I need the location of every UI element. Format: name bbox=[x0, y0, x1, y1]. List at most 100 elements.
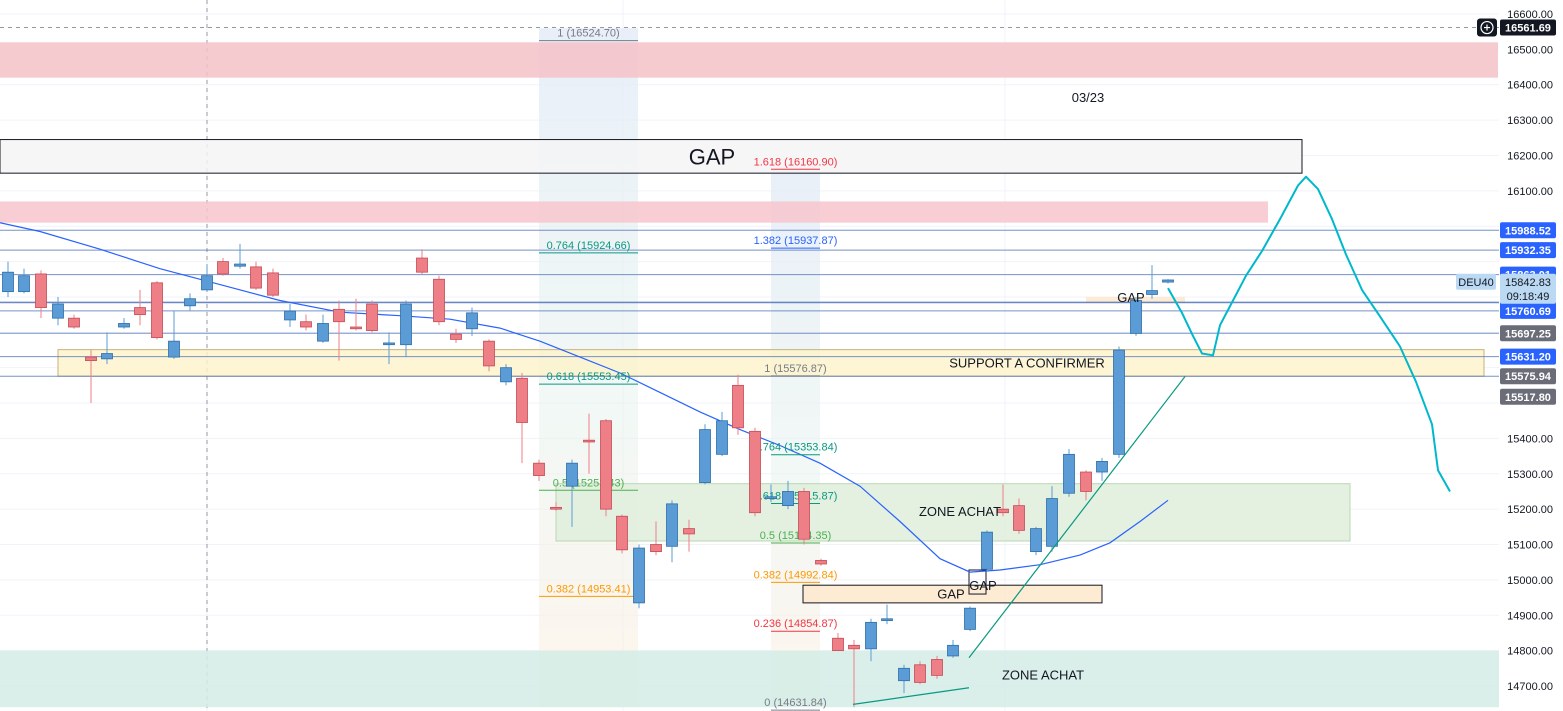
candle-body bbox=[997, 508, 1009, 514]
candle-body bbox=[914, 664, 926, 683]
candle-body bbox=[151, 282, 163, 339]
candle-body bbox=[184, 298, 196, 307]
fib-band bbox=[771, 166, 820, 708]
candle-body bbox=[333, 308, 345, 323]
candle-body bbox=[2, 271, 14, 293]
candle-body bbox=[35, 273, 47, 308]
candle-body bbox=[832, 637, 844, 652]
fib-level-label: 0 (14631.84) bbox=[764, 697, 826, 709]
axis-tick-label: 16300.00 bbox=[1507, 115, 1553, 127]
candle-body bbox=[782, 491, 794, 507]
last-price-value: 15842.83 bbox=[1505, 277, 1551, 289]
candle-body bbox=[1096, 461, 1108, 473]
candle-body bbox=[550, 506, 562, 510]
candle-body bbox=[749, 430, 761, 514]
fib-level-label: 0.382 (14992.84) bbox=[754, 569, 838, 581]
zone-rect bbox=[968, 569, 987, 595]
candle-body bbox=[350, 326, 362, 330]
axis-tick-label: 14700.00 bbox=[1507, 681, 1553, 693]
candle-body bbox=[234, 263, 246, 267]
candle-body bbox=[1146, 290, 1158, 295]
price-tag-bg bbox=[1500, 19, 1556, 36]
candle-body bbox=[466, 312, 478, 330]
zone-rect bbox=[0, 42, 1498, 78]
axis-tick-label: 14900.00 bbox=[1507, 610, 1553, 622]
candle-body bbox=[366, 303, 378, 331]
candle-body bbox=[516, 377, 528, 423]
candle-body bbox=[683, 528, 695, 535]
price-tag: 15697.25 bbox=[1505, 328, 1551, 340]
fib-level-label: 1.382 (15937.87) bbox=[754, 235, 838, 247]
candle-body bbox=[898, 667, 910, 682]
candle-body bbox=[118, 323, 130, 328]
candle-body bbox=[483, 340, 495, 367]
candle-body bbox=[765, 496, 777, 499]
zone-rect bbox=[57, 349, 1485, 377]
candle-body bbox=[317, 323, 329, 342]
candle-body bbox=[981, 531, 993, 570]
candle-body bbox=[947, 644, 959, 657]
candle-body bbox=[1130, 300, 1142, 334]
candle-body bbox=[699, 429, 711, 484]
candle-body bbox=[650, 544, 662, 552]
price-tag-bg bbox=[1500, 302, 1556, 319]
fib-level-label: 0.5 (15104.35) bbox=[760, 530, 832, 542]
candle-body bbox=[881, 618, 893, 621]
price-tag-bg bbox=[1500, 368, 1556, 385]
candle-body bbox=[666, 503, 678, 547]
fib-levels: 1 (16524.70) 0.764 (15924.66) 0.618 (15553… bbox=[539, 28, 838, 711]
symbol-tag-bg bbox=[1456, 273, 1496, 290]
price-tag-bg bbox=[1500, 325, 1556, 342]
zone-label: GAP bbox=[937, 587, 964, 602]
price-tag: 15517.80 bbox=[1505, 392, 1551, 404]
candle-body bbox=[383, 342, 395, 346]
zone-rect bbox=[0, 139, 1303, 174]
candle-body bbox=[865, 621, 877, 650]
price-tag: 15932.35 bbox=[1505, 245, 1551, 257]
candle-body bbox=[68, 317, 80, 328]
candle-body bbox=[931, 659, 943, 676]
candle-body bbox=[1046, 498, 1058, 547]
zone-rect bbox=[802, 584, 1103, 604]
zone-rect bbox=[555, 483, 1351, 542]
price-tag: 15575.94 bbox=[1505, 371, 1552, 383]
candle-body bbox=[633, 547, 645, 604]
price-tag: 15760.69 bbox=[1505, 306, 1551, 318]
candle-body bbox=[217, 261, 229, 275]
axis-tick-label: 16600.00 bbox=[1507, 9, 1553, 21]
candle-body bbox=[583, 439, 595, 443]
fib-level-label: 0.764 (15353.84) bbox=[754, 442, 838, 454]
date-label: 03/23 bbox=[1072, 90, 1105, 105]
axis-tick-label: 15000.00 bbox=[1507, 575, 1553, 587]
axis-tick-label: 16100.00 bbox=[1507, 186, 1553, 198]
price-tag: 15631.20 bbox=[1505, 352, 1551, 364]
zone-rect bbox=[0, 201, 1268, 223]
candle-body bbox=[1080, 471, 1092, 492]
trend-line bbox=[968, 376, 1186, 659]
fib-level-label: 0.618 (15553.45) bbox=[547, 371, 631, 383]
candle-body bbox=[250, 266, 262, 289]
candle-body bbox=[284, 310, 296, 321]
candle-body bbox=[533, 462, 545, 476]
zone-label: GAP bbox=[1117, 290, 1144, 305]
fib-level-label: 0.764 (15924.66) bbox=[547, 240, 631, 252]
candle-body bbox=[815, 560, 827, 565]
zone-label: ZONE ACHAT bbox=[919, 504, 1001, 519]
axis-tick-label: 16200.00 bbox=[1507, 150, 1553, 162]
candle-body bbox=[400, 303, 412, 346]
price-tag-bg bbox=[1500, 388, 1556, 405]
price-tag: 16561.69 bbox=[1505, 23, 1551, 35]
candle-body bbox=[616, 515, 628, 551]
candle-body bbox=[1162, 279, 1174, 283]
ui-overlay: 03/23 bbox=[1072, 90, 1105, 105]
fib-level-label: 0.618 (15215.87) bbox=[754, 491, 838, 503]
fib-level-label: 0.5 (15253.43) bbox=[553, 477, 625, 489]
candle-body bbox=[1013, 505, 1025, 531]
candle-body bbox=[716, 420, 728, 455]
axis-tick-label: 16500.00 bbox=[1507, 44, 1553, 56]
candle-body bbox=[964, 607, 976, 630]
price-axis: 16600.00 16500.00 16400.00 16300.00 16200.00… bbox=[1456, 0, 1563, 711]
symbol-tag: DEU40 bbox=[1458, 277, 1493, 289]
zone-label: GAP bbox=[969, 578, 996, 593]
